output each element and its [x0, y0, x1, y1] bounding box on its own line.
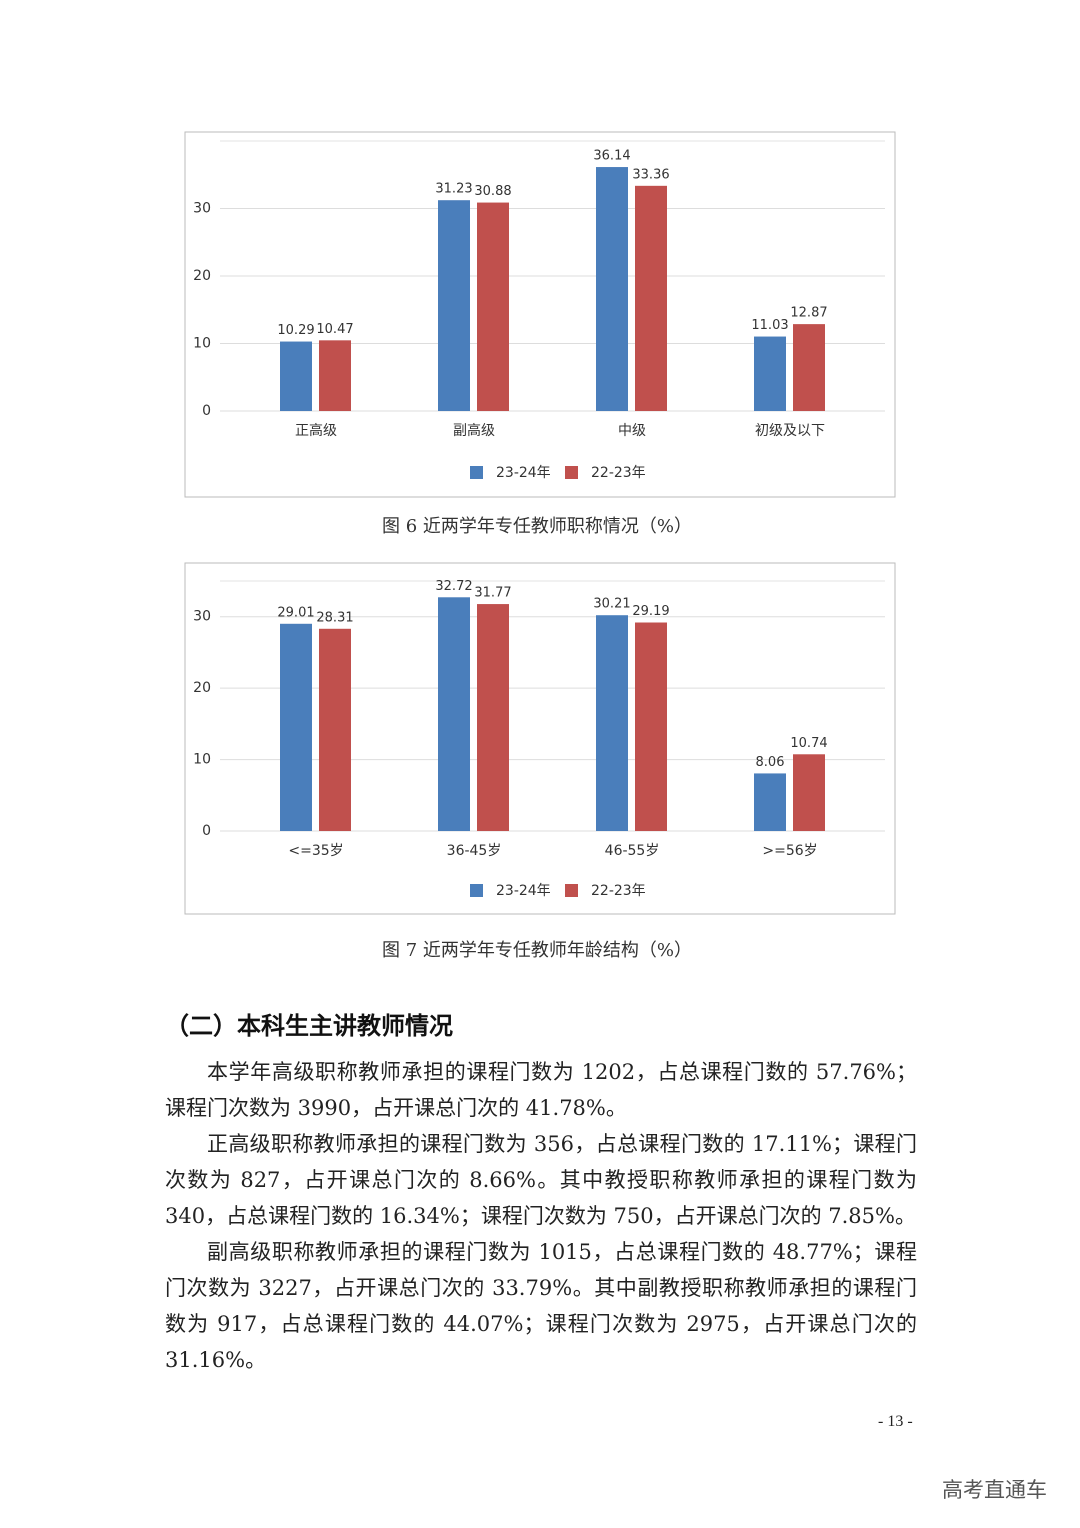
value-label: 10.47	[316, 322, 353, 337]
x-tick-label: 正高级	[295, 422, 337, 439]
paragraph: 本学年高级职称教师承担的课程门数为 1202，占总课程门数的 57.76%；课程…	[165, 1060, 917, 1120]
x-tick-label: 46-55岁	[605, 843, 660, 859]
y-tick-label: 30	[193, 609, 211, 625]
bar	[635, 622, 667, 831]
bar	[477, 202, 509, 411]
legend-label: 22-23年	[591, 465, 646, 481]
legend-label: 23-24年	[496, 883, 551, 899]
legend-swatch	[470, 884, 483, 897]
bar	[319, 628, 351, 831]
legend-swatch	[565, 466, 578, 479]
bar	[280, 341, 312, 411]
value-label: 31.23	[435, 182, 472, 197]
value-label: 29.01	[277, 605, 314, 620]
y-tick-label: 10	[193, 336, 211, 352]
legend-label: 22-23年	[591, 883, 646, 899]
bar	[596, 167, 628, 411]
y-tick-label: 20	[193, 680, 211, 696]
figure-caption: 图 7 近两学年专任教师年龄结构（%）	[382, 940, 692, 961]
value-label: 30.88	[474, 184, 511, 199]
paragraph: 正高级职称教师承担的课程门数为 356，占总课程门数的 17.11%；课程门次数…	[165, 1132, 917, 1228]
x-tick-label: 初级及以下	[755, 422, 825, 439]
bar	[793, 324, 825, 411]
legend-swatch	[565, 884, 578, 897]
value-label: 28.31	[316, 610, 353, 625]
value-label: 11.03	[751, 318, 788, 333]
bar	[280, 623, 312, 831]
value-label: 10.29	[277, 323, 314, 338]
x-tick-label: 副高级	[453, 422, 495, 439]
figure-caption: 图 6 近两学年专任教师职称情况（%）	[382, 516, 692, 537]
value-label: 10.74	[790, 736, 827, 751]
bar	[477, 604, 509, 831]
value-label: 8.06	[756, 755, 785, 770]
bar	[754, 773, 786, 831]
value-label: 36.14	[593, 149, 630, 164]
y-tick-label: 20	[193, 268, 211, 284]
x-tick-label: <=35岁	[288, 843, 343, 859]
bar	[754, 336, 786, 411]
paragraph: 副高级职称教师承担的课程门数为 1015，占总课程门数的 48.77%；课程门次…	[165, 1240, 917, 1372]
value-label: 12.87	[790, 306, 827, 321]
legend-label: 23-24年	[496, 465, 551, 481]
bar	[438, 597, 470, 831]
value-label: 31.77	[474, 586, 511, 601]
value-label: 33.36	[632, 167, 669, 182]
bar	[438, 200, 470, 411]
y-tick-label: 30	[193, 201, 211, 217]
page-number: - 13 -	[878, 1413, 913, 1430]
value-label: 30.21	[593, 597, 630, 612]
watermark: 高考直通车	[942, 1478, 1047, 1502]
body-text: 本学年高级职称教师承担的课程门数为 1202，占总课程门数的 57.76%；课程…	[165, 1054, 917, 1378]
section-heading: （二）本科生主讲教师情况	[165, 1012, 453, 1040]
bar	[319, 340, 351, 411]
chart-frame	[184, 562, 896, 915]
y-tick-label: 0	[202, 823, 211, 839]
legend-swatch	[470, 466, 483, 479]
value-label: 29.19	[632, 604, 669, 619]
bar	[635, 185, 667, 411]
bar	[793, 754, 825, 831]
x-tick-label: >=56岁	[762, 843, 817, 859]
value-label: 32.72	[435, 579, 472, 594]
x-tick-label: 36-45岁	[447, 843, 502, 859]
y-tick-label: 0	[202, 403, 211, 419]
chart-frame	[184, 131, 896, 498]
y-tick-label: 10	[193, 752, 211, 768]
bar	[596, 615, 628, 831]
x-tick-label: 中级	[618, 423, 646, 439]
